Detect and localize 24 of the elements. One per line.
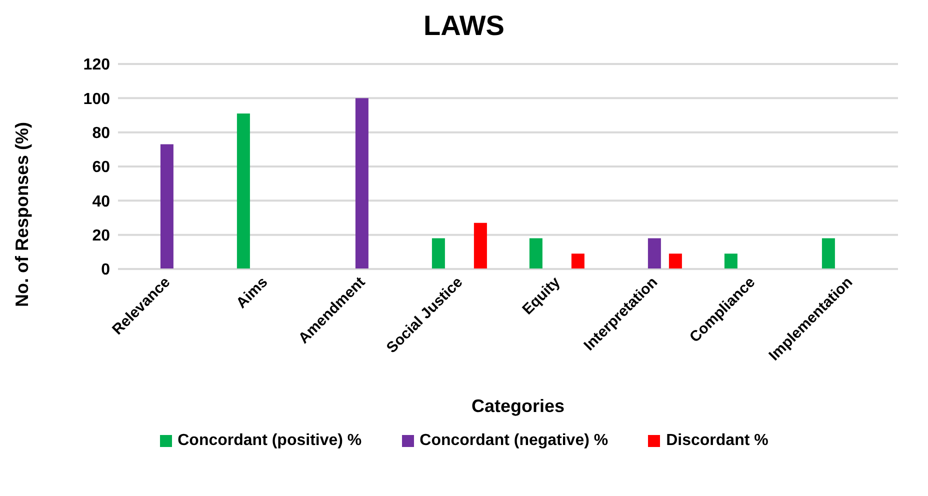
bar [432, 238, 445, 269]
bar [724, 254, 738, 269]
bar [355, 98, 368, 269]
bar [822, 238, 835, 269]
y-tick-label: 100 [83, 90, 110, 108]
bar [648, 238, 661, 269]
bar [529, 238, 542, 269]
legend-label: Concordant (negative) % [420, 432, 608, 450]
y-tick-label: 20 [92, 228, 110, 245]
y-tick-label: 80 [92, 125, 110, 142]
bar [474, 222, 487, 269]
x-axis-title: Categories [470, 396, 566, 417]
y-axis-title: No. of Responses (%) [12, 121, 34, 307]
y-tick-label: 40 [92, 193, 110, 210]
bar [571, 254, 584, 269]
bar [160, 144, 174, 269]
y-tick-label: 0 [101, 262, 110, 279]
bar [236, 114, 250, 269]
y-tick-label: 120 [83, 56, 110, 74]
y-tick-label: 60 [92, 159, 110, 176]
chart-title: LAWS [422, 9, 506, 43]
legend-label: Concordant (positive) % [178, 432, 362, 450]
legend-label: Discordant % [666, 432, 768, 450]
bar [668, 254, 682, 269]
